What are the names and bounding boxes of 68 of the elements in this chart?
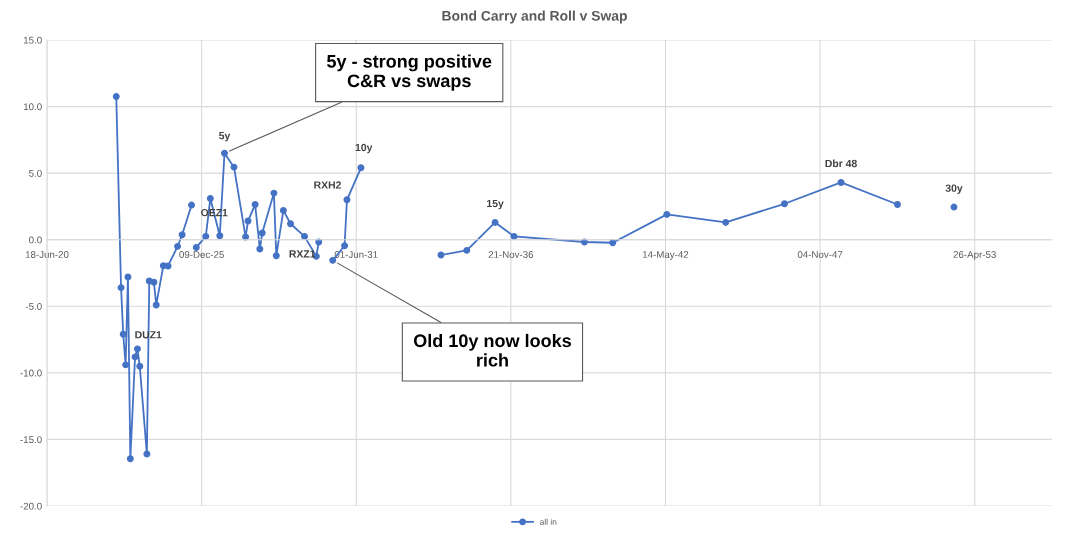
point bbox=[152, 301, 160, 309]
point bbox=[609, 239, 617, 247]
point bbox=[206, 194, 214, 202]
point bbox=[164, 262, 172, 270]
x-tick-label: 21-Nov-36 bbox=[488, 251, 534, 258]
y-tick-label: 10.0 bbox=[23, 103, 42, 111]
point bbox=[491, 218, 499, 226]
y-tick-label: 0.0 bbox=[29, 236, 42, 244]
annotation: 30y bbox=[945, 184, 963, 194]
y-tick-label: -10.0 bbox=[20, 369, 42, 377]
point bbox=[357, 164, 365, 172]
point bbox=[510, 232, 518, 240]
point bbox=[150, 278, 158, 286]
x-tick-label: 18-Jun-20 bbox=[25, 251, 69, 258]
point bbox=[126, 455, 134, 463]
annotation: RXH2 bbox=[314, 181, 341, 189]
legend-label: all in bbox=[540, 518, 557, 525]
point bbox=[133, 345, 141, 353]
point bbox=[329, 256, 337, 264]
point bbox=[112, 93, 120, 101]
point bbox=[270, 189, 278, 197]
point bbox=[463, 246, 471, 254]
point bbox=[663, 210, 671, 218]
point bbox=[202, 232, 210, 240]
y-tick-label: -20.0 bbox=[20, 502, 42, 510]
point bbox=[287, 220, 294, 228]
annotation: 5y bbox=[219, 132, 231, 142]
point bbox=[174, 242, 182, 250]
x-tick-label: 26-Apr-53 bbox=[953, 251, 996, 260]
y-tick-label: -15.0 bbox=[20, 436, 42, 444]
point bbox=[178, 231, 186, 239]
annotation: 15y bbox=[487, 199, 504, 210]
point bbox=[341, 242, 349, 250]
point bbox=[136, 362, 144, 370]
point bbox=[188, 201, 196, 209]
annotation: Dbr 48 bbox=[825, 159, 857, 168]
point bbox=[143, 450, 151, 458]
point bbox=[343, 196, 351, 204]
chart-title: Bond Carry and Roll v Swap bbox=[442, 10, 627, 24]
annotation: 5y - strong positive C&R vs swaps bbox=[327, 54, 492, 91]
point bbox=[893, 200, 901, 208]
y-tick-label: 15.0 bbox=[23, 36, 42, 44]
point bbox=[192, 243, 200, 251]
point bbox=[251, 200, 259, 208]
point bbox=[122, 361, 130, 369]
point bbox=[950, 203, 958, 211]
point bbox=[722, 218, 730, 226]
annotation: Old 10y now looks rich bbox=[413, 333, 571, 367]
point bbox=[216, 232, 224, 240]
annotation: 10y bbox=[355, 143, 373, 154]
point bbox=[221, 149, 228, 157]
point bbox=[301, 232, 308, 240]
y-tick-label: 5.0 bbox=[29, 169, 42, 177]
point bbox=[272, 252, 280, 260]
point bbox=[580, 238, 588, 246]
point bbox=[119, 330, 127, 338]
x-tick-label: 14-May-42 bbox=[642, 251, 689, 260]
x-tick-label: 04-Nov-47 bbox=[797, 251, 843, 258]
y-tick-label: -5.0 bbox=[25, 303, 42, 310]
x-tick-label: 09-Dec-25 bbox=[179, 251, 224, 258]
point bbox=[117, 284, 125, 292]
point bbox=[256, 245, 264, 253]
point bbox=[837, 178, 845, 186]
point bbox=[131, 353, 139, 361]
point bbox=[258, 229, 266, 237]
point bbox=[279, 206, 287, 214]
point bbox=[781, 200, 788, 208]
point bbox=[230, 163, 238, 171]
